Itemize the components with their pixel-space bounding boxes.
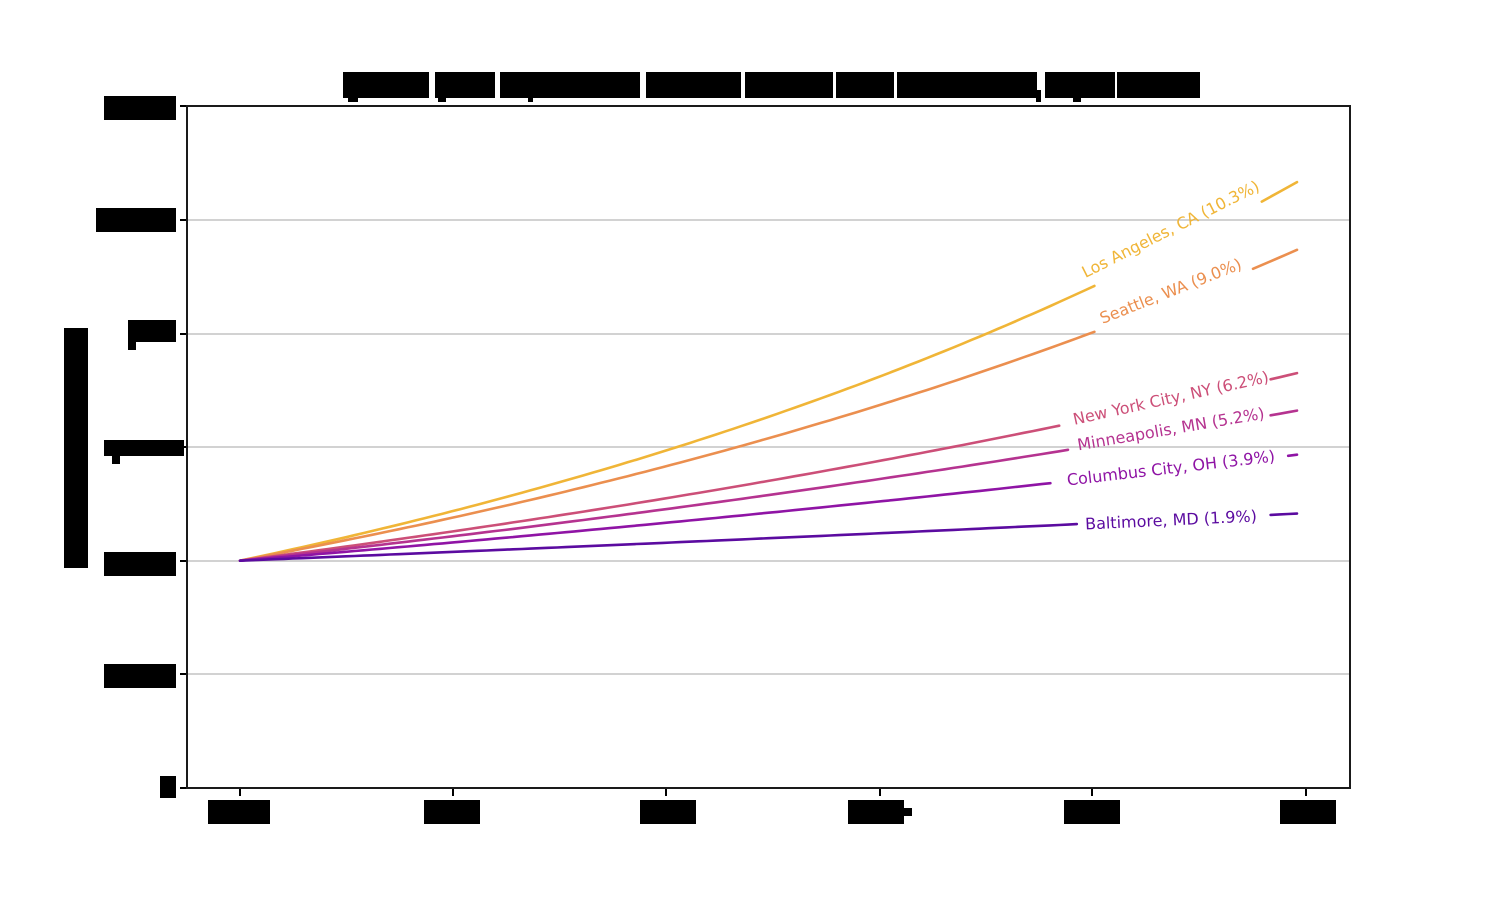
series-line-minneapolis-mn <box>238 448 1070 562</box>
series-line-los-angeles-ca <box>1260 180 1299 203</box>
series-line-los-angeles-ca <box>238 284 1096 562</box>
plot-frame <box>186 105 1351 789</box>
series-labels: Los Angeles, CA (10.3%)Seattle, WA (9.0%… <box>1066 177 1276 534</box>
chart-title <box>343 72 1200 102</box>
series-line-seattle-wa <box>1251 248 1299 271</box>
series-lines <box>238 180 1299 562</box>
series-line-minneapolis-mn <box>1269 409 1299 417</box>
y-axis <box>96 96 187 798</box>
series-line-baltimore-md <box>1269 512 1299 517</box>
series-label: Baltimore, MD (1.9%) <box>1085 506 1258 533</box>
y-axis-label <box>64 328 88 568</box>
series-line-new-york-city-ny <box>238 424 1061 562</box>
series-line-seattle-wa <box>238 330 1096 562</box>
gridlines <box>187 219 1350 675</box>
series-line-baltimore-md <box>238 522 1079 562</box>
series-label: Columbus City, OH (3.9%) <box>1066 447 1276 490</box>
series-line-columbus-city-oh <box>1286 453 1299 458</box>
series-line-columbus-city-oh <box>238 481 1052 562</box>
x-axis <box>208 788 1336 824</box>
series-line-new-york-city-ny <box>1269 371 1299 381</box>
